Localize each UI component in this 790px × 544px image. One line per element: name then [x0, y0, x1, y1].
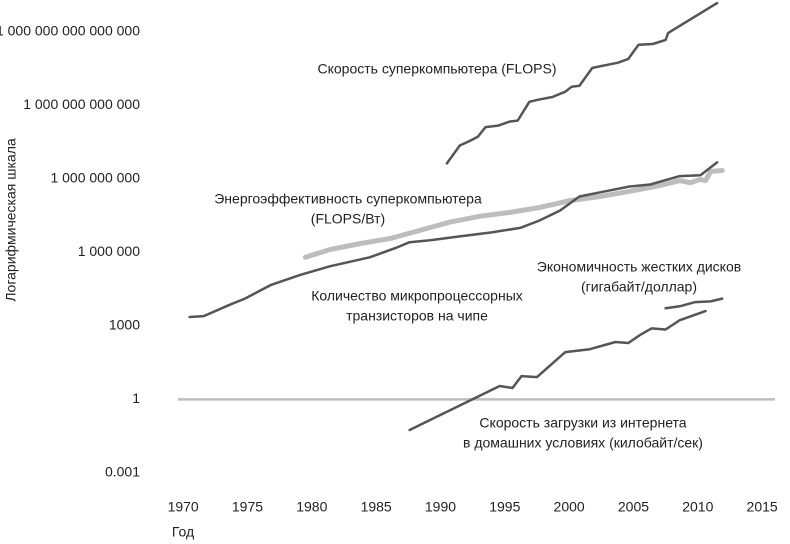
x-axis-label: Год [172, 524, 194, 540]
annotation: в домашних условиях (килобайт/сек) [463, 435, 703, 451]
x-tick-label: 1980 [296, 499, 327, 515]
x-tick-label: 2015 [747, 499, 778, 515]
annotation: Скорость суперкомпьютера (FLOPS) [318, 61, 557, 77]
y-tick-label: 1 000 000 000 000 [23, 96, 140, 112]
annotation: Энергоэффективность суперкомпьютера [214, 191, 482, 207]
annotation: Экономичность жестких дисков [537, 259, 741, 275]
x-tick-label: 2005 [618, 499, 649, 515]
x-tick-label: 1995 [489, 499, 520, 515]
y-tick-label: 0.001 [105, 464, 140, 480]
series-line [664, 297, 724, 310]
x-tick-label: 1990 [425, 499, 456, 515]
y-tick-label: 1 000 000 [78, 243, 140, 259]
annotation: (FLOPS/Вт) [311, 211, 385, 227]
annotation: (гигабайт/доллар) [581, 279, 697, 295]
series-line [408, 309, 707, 432]
x-tick-label: 2010 [682, 499, 713, 515]
y-tick-label: 1000 [109, 317, 140, 333]
series-line [445, 1, 719, 165]
x-tick-label: 1975 [232, 499, 263, 515]
y-tick-label: 1 000 000 000 000 000 [0, 23, 140, 39]
annotation: Количество микропроцессорных [311, 288, 523, 304]
annotation: транзисторов на чипе [346, 308, 488, 324]
annotation: Скорость загрузки из интернета [479, 415, 686, 431]
x-tick-label: 1970 [168, 499, 199, 515]
y-tick-label: 1 [132, 390, 140, 406]
y-tick-label: 1 000 000 000 [50, 170, 140, 186]
x-tick-label: 2000 [554, 499, 585, 515]
y-axis-label: Логарифмическая шкала [3, 138, 19, 302]
x-tick-label: 1985 [361, 499, 392, 515]
series-line [188, 161, 719, 319]
series-line [302, 168, 725, 260]
